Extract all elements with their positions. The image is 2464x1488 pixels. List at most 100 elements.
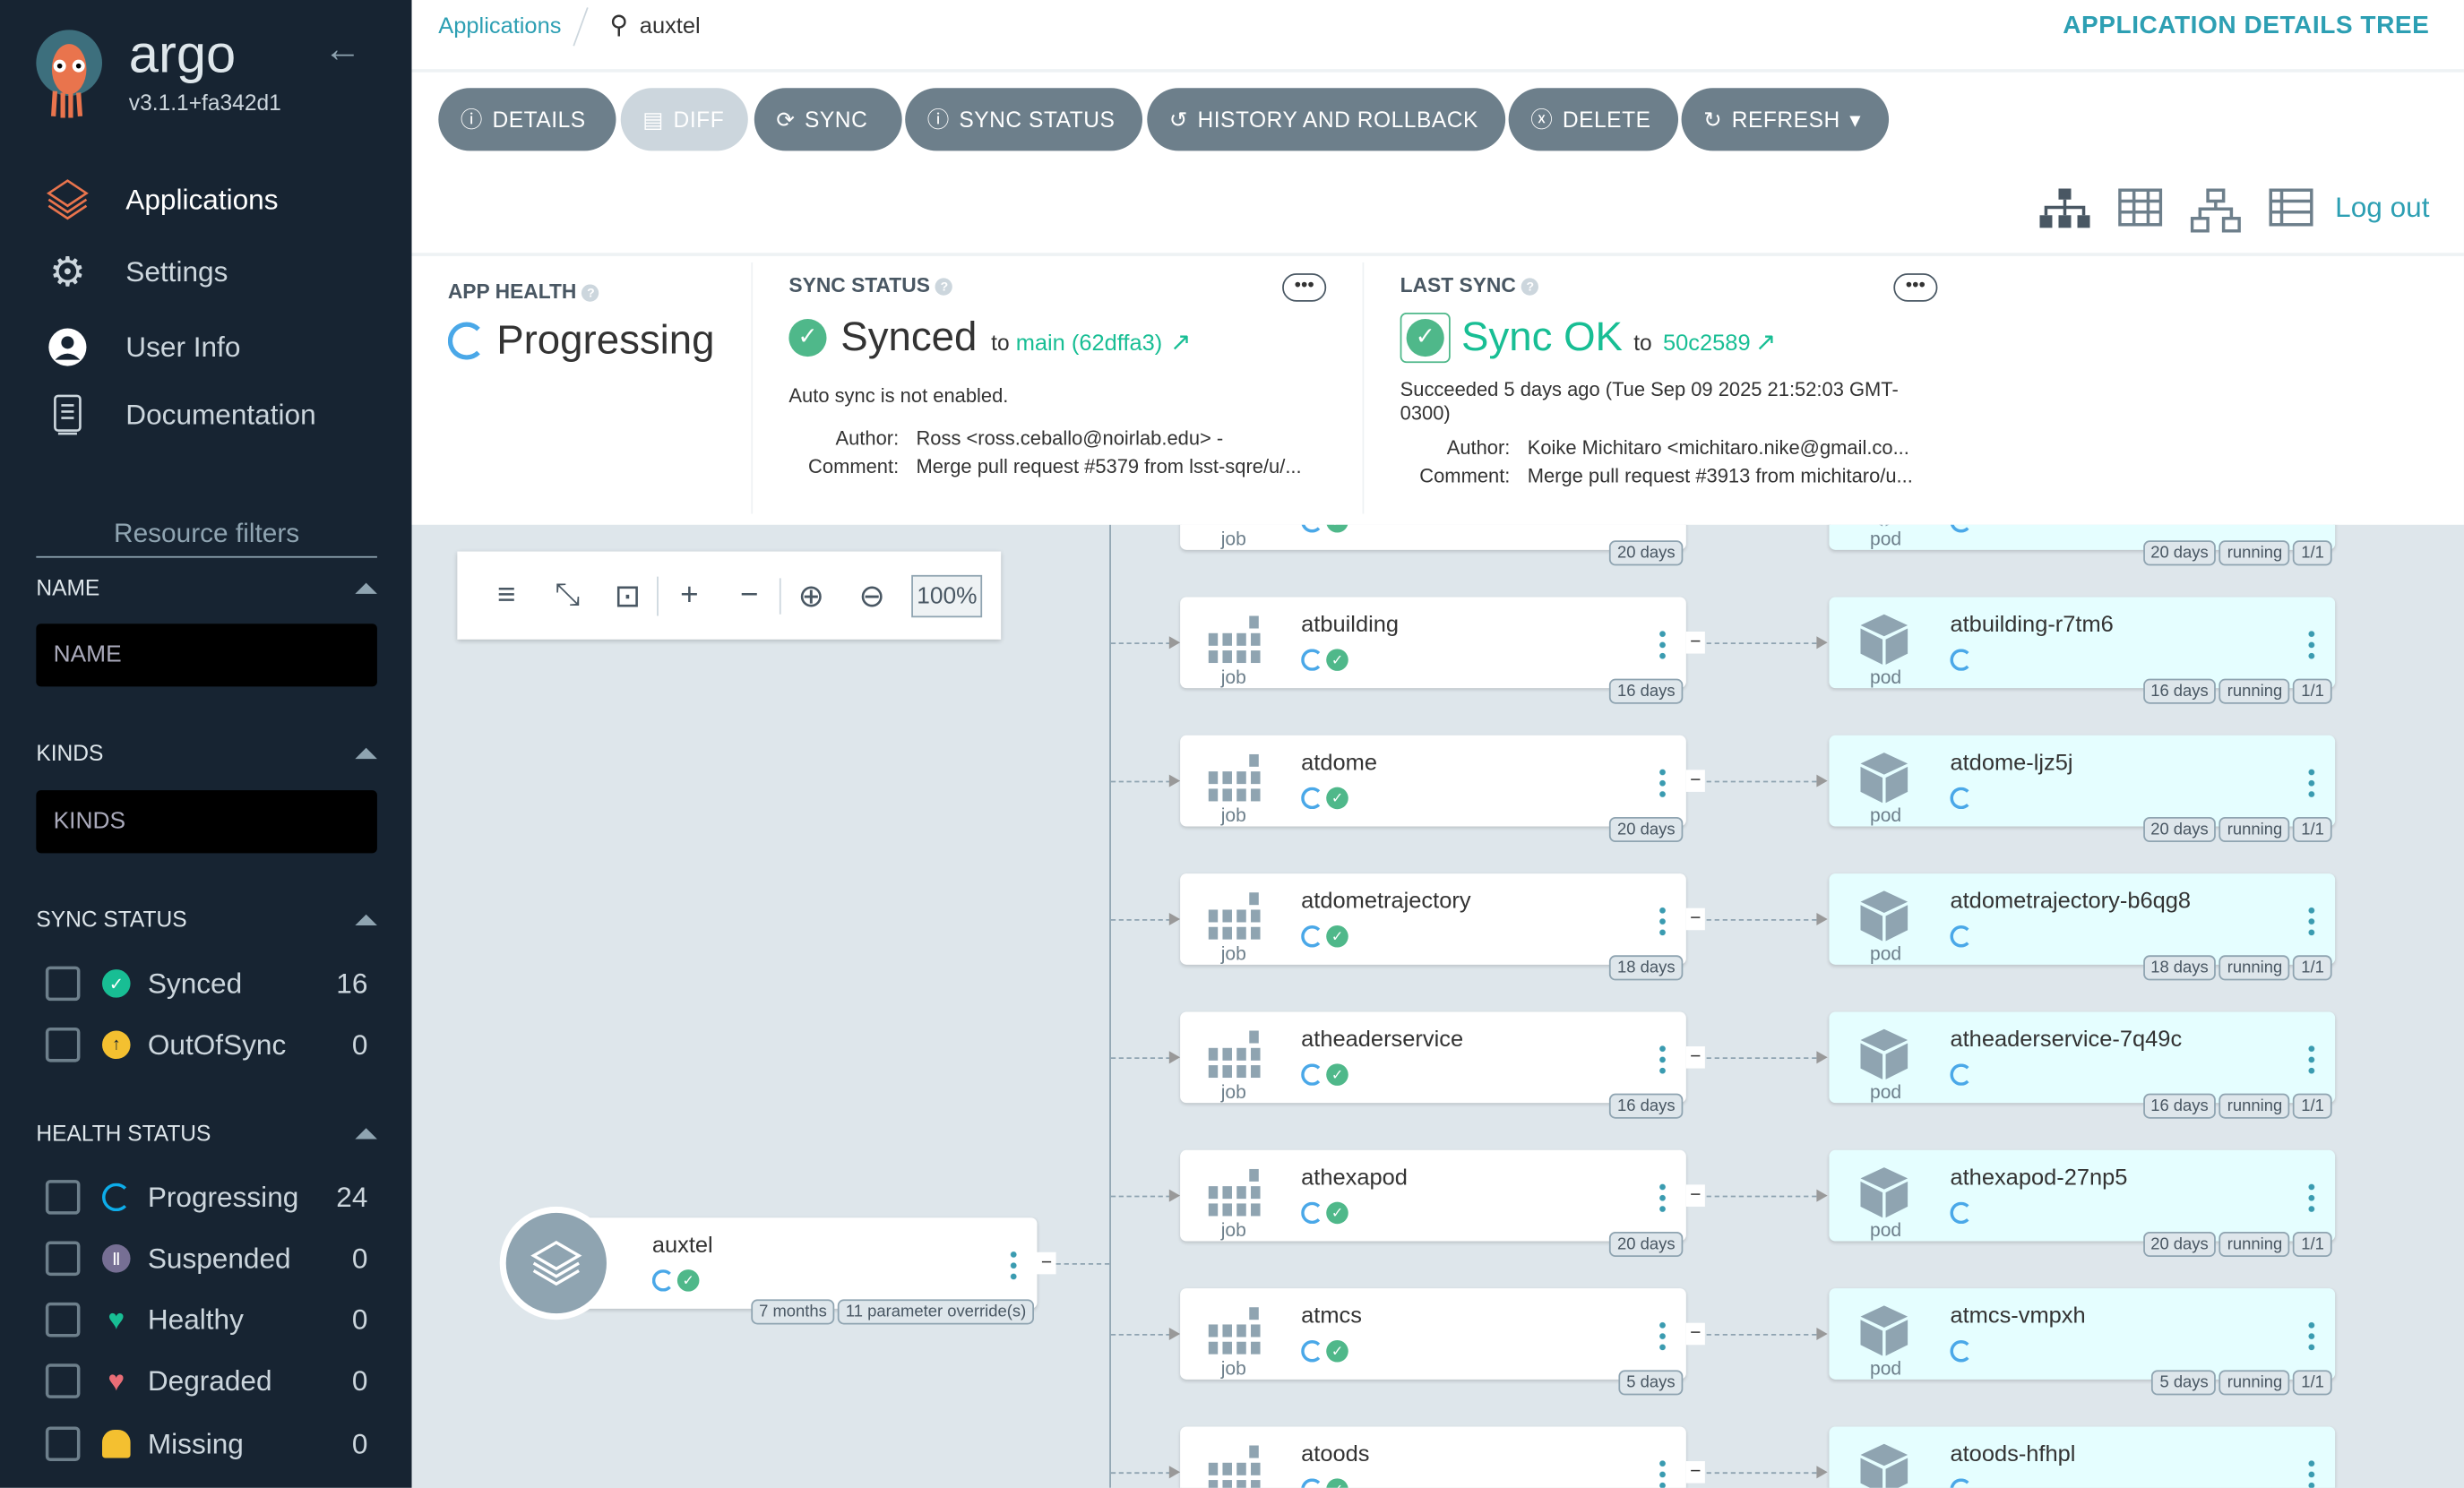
job-node[interactable]: athexapod job ✓ 20 days: [1180, 1149, 1686, 1258]
delete-button[interactable]: ⓧ DELETE: [1508, 88, 1679, 151]
node-menu-icon[interactable]: [1659, 905, 1667, 937]
help-icon[interactable]: ?: [582, 284, 600, 302]
collapse-node-button[interactable]: −: [1685, 632, 1705, 654]
job-node[interactable]: atdome job ✓ 20 days: [1180, 735, 1686, 843]
node-menu-icon[interactable]: [1659, 1458, 1667, 1488]
collapse-node-button[interactable]: −: [1685, 1046, 1705, 1069]
job-node[interactable]: atmcs job ✓ 5 days: [1180, 1288, 1686, 1396]
refresh-button[interactable]: ↻ REFRESH ▾: [1681, 88, 1890, 151]
node-menu-icon[interactable]: [2308, 1320, 2315, 1352]
sync-status-button[interactable]: ⓘ SYNC STATUS: [905, 88, 1143, 151]
filter-count: 0: [351, 1028, 368, 1060]
pod-node[interactable]: pod 20 days running 1/1: [1829, 524, 2336, 566]
node-menu-icon[interactable]: [2308, 905, 2315, 937]
job-node[interactable]: atbuilding job ✓ 16 days: [1180, 597, 1686, 704]
node-menu-icon[interactable]: [1659, 628, 1667, 660]
expand-all-icon[interactable]: +: [680, 577, 699, 613]
collapse-arrow-icon[interactable]: ←: [323, 28, 362, 71]
zoom-in-icon[interactable]: ⊕: [797, 579, 824, 614]
sync-status-filter-header[interactable]: SYNC STATUS: [36, 907, 377, 932]
zoom-out-icon[interactable]: ⊖: [858, 579, 885, 614]
collapse-all-icon[interactable]: −: [719, 577, 781, 614]
external-link-icon[interactable]: ↗: [1754, 330, 1777, 357]
pod-node[interactable]: athexapod-27np5 pod 20 days running 1/1: [1829, 1149, 2336, 1258]
filter-missing[interactable]: Missing 0: [45, 1426, 368, 1462]
pod-node[interactable]: atbuilding-r7tm6 pod 16 days running 1/1: [1829, 597, 2336, 704]
collapse-node-button[interactable]: −: [1685, 1322, 1705, 1346]
checkbox[interactable]: [45, 1180, 81, 1215]
help-icon[interactable]: ?: [1521, 278, 1539, 296]
health-status-filter-header[interactable]: HEALTH STATUS: [36, 1120, 377, 1146]
history-rollback-button[interactable]: ↺ HISTORY AND ROLLBACK: [1147, 88, 1506, 151]
node-menu-icon[interactable]: [2308, 1043, 2315, 1075]
node-menu-icon[interactable]: [1659, 1043, 1667, 1075]
checkbox[interactable]: [45, 1302, 81, 1337]
job-node[interactable]: atheaderservice job ✓ 16 days: [1180, 1011, 1686, 1119]
revision-link[interactable]: main (62dffa3): [1015, 331, 1163, 357]
application-node[interactable]: auxtel ✓ 7 months 11 parameter override(s…: [542, 1217, 1038, 1325]
node-menu-icon[interactable]: [2308, 628, 2315, 660]
collapse-node-button[interactable]: −: [1037, 1252, 1056, 1275]
collapse-icon[interactable]: [355, 581, 377, 594]
checkbox[interactable]: [45, 1241, 81, 1277]
fit-screen-icon[interactable]: ⊡: [598, 575, 659, 615]
kinds-filter-input[interactable]: KINDS: [36, 790, 377, 854]
collapse-node-button[interactable]: −: [1685, 1184, 1705, 1207]
filter-suspended[interactable]: Ⅱ Suspended 0: [45, 1241, 368, 1277]
nav-user-info[interactable]: User Info: [44, 323, 240, 371]
help-icon[interactable]: ?: [935, 278, 953, 296]
name-filter-header[interactable]: NAME: [36, 575, 377, 600]
collapse-icon[interactable]: [355, 1127, 377, 1139]
details-button[interactable]: ⓘ DETAILS: [438, 88, 616, 151]
node-menu-icon[interactable]: [1659, 1181, 1667, 1213]
checkbox[interactable]: [45, 966, 81, 1002]
sync-button[interactable]: ⟳ SYNC: [754, 88, 902, 151]
node-menu-icon[interactable]: [1659, 1320, 1667, 1352]
node-menu-icon[interactable]: [2308, 1181, 2315, 1213]
node-menu-icon[interactable]: [1010, 1249, 1017, 1281]
kinds-filter-header[interactable]: KINDS: [36, 740, 377, 765]
job-node[interactable]: job ✓ 20 days: [1180, 524, 1686, 566]
nav-documentation[interactable]: Documentation: [44, 391, 316, 439]
external-link-icon[interactable]: ↗: [1169, 330, 1192, 357]
nav-applications[interactable]: Applications: [44, 176, 279, 223]
list-view-icon[interactable]: [2269, 188, 2313, 227]
collapse-node-button[interactable]: −: [1685, 1461, 1705, 1484]
collapse-node-button[interactable]: −: [1685, 907, 1705, 931]
name-filter-input[interactable]: NAME: [36, 624, 377, 687]
pod-node[interactable]: atdometrajectory-b6qg8 pod 18 days runnin…: [1829, 873, 2336, 981]
collapse-node-button[interactable]: −: [1685, 770, 1705, 792]
checkbox[interactable]: [45, 1426, 81, 1462]
checkbox[interactable]: [45, 1363, 81, 1398]
collapse-icon[interactable]: [355, 913, 377, 925]
filter-degraded[interactable]: ♥ Degraded 0: [45, 1363, 368, 1398]
more-button[interactable]: •••: [1282, 273, 1327, 302]
grid-view-icon[interactable]: [2118, 188, 2163, 227]
checkbox[interactable]: [45, 1027, 81, 1062]
filter-outofsync[interactable]: ↑ OutOfSync 0: [45, 1027, 368, 1062]
nav-settings[interactable]: ⚙ Settings: [44, 247, 228, 296]
revision-link[interactable]: 50c2589: [1663, 331, 1751, 357]
collapse-icon[interactable]: [355, 746, 377, 759]
age-tag: 18 days: [2142, 955, 2217, 981]
node-menu-icon[interactable]: [2308, 766, 2315, 798]
job-node[interactable]: atdometrajectory job ✓ 18 days: [1180, 873, 1686, 981]
logout-link[interactable]: Log out: [2335, 191, 2430, 224]
pod-node[interactable]: atmcs-vmpxh pod 5 days running 1/1: [1829, 1288, 2336, 1396]
align-left-icon[interactable]: ≡: [497, 577, 516, 613]
filter-synced[interactable]: ✓ Synced 16: [45, 966, 368, 1002]
pod-node[interactable]: atdome-ljz5j pod 20 days running 1/1: [1829, 735, 2336, 843]
diff-button[interactable]: ▤ DIFF: [620, 88, 748, 151]
filter-progressing[interactable]: Progressing 24: [45, 1180, 368, 1215]
node-menu-icon[interactable]: [2308, 1458, 2315, 1488]
compress-icon[interactable]: ⤡: [555, 577, 581, 613]
filter-healthy[interactable]: ♥ Healthy 0: [45, 1302, 368, 1337]
breadcrumb-applications[interactable]: Applications: [438, 13, 562, 39]
tree-view-icon[interactable]: [2039, 188, 2090, 229]
node-menu-icon[interactable]: [1659, 766, 1667, 798]
job-node[interactable]: atoods job ✓: [1180, 1426, 1686, 1488]
more-button[interactable]: •••: [1893, 273, 1938, 302]
network-view-icon[interactable]: [2190, 188, 2241, 233]
pod-node[interactable]: atheaderservice-7q49c pod 16 days running…: [1829, 1011, 2336, 1119]
